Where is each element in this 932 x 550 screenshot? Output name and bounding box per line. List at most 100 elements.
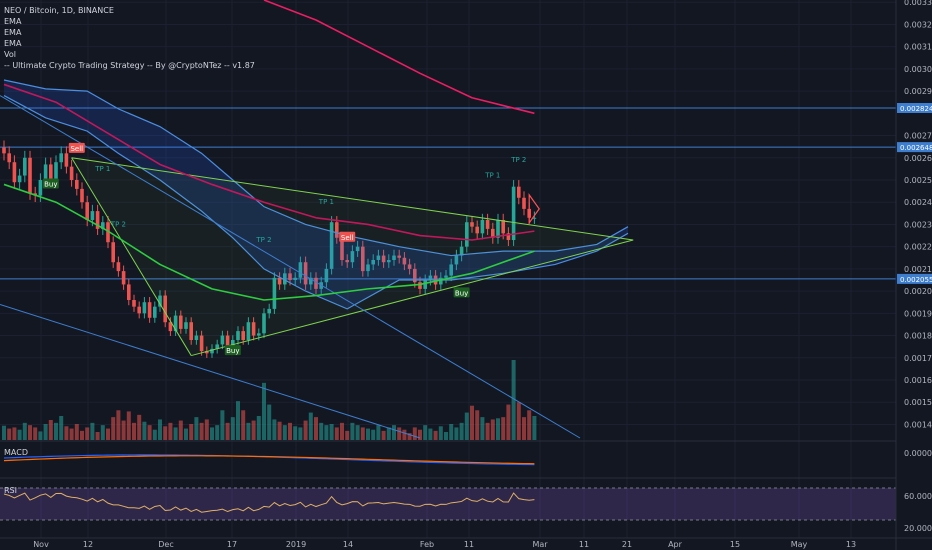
- candle-body: [23, 157, 27, 176]
- candle-body: [272, 277, 277, 309]
- volume-bar: [137, 414, 142, 440]
- candle-body: [355, 246, 360, 252]
- volume-bar: [43, 424, 48, 440]
- volume-bar: [288, 422, 292, 440]
- candle-body: [12, 162, 17, 183]
- volume-bar: [464, 412, 469, 440]
- candle-body: [158, 295, 162, 307]
- candle-body: [49, 164, 53, 180]
- y-tick-label: 0.003300: [904, 0, 932, 7]
- candle-body: [475, 226, 479, 234]
- indicator-overlays: [0, 0, 634, 439]
- candle-body: [220, 335, 225, 345]
- trendline-left: [71, 157, 192, 356]
- y-tick-label: 0.002600: [904, 154, 932, 163]
- candle-body: [413, 268, 417, 283]
- price-level-label: 0.002055: [900, 276, 932, 284]
- candle-body: [7, 153, 11, 163]
- volume-bar: [324, 425, 329, 440]
- volume-bar: [381, 430, 386, 440]
- x-tick-label: 2019: [286, 540, 306, 549]
- candle-body: [491, 228, 495, 238]
- rsi-axis-label: 20.0000: [904, 524, 932, 533]
- price-axis[interactable]: 0.003300 0.003200 0.003100 0.003000 0.002900…: [895, 0, 932, 550]
- volume-bar: [230, 417, 235, 440]
- volume-bar: [386, 427, 391, 440]
- volume-bar: [142, 421, 147, 440]
- volume-bar: [371, 429, 376, 440]
- candle-body: [17, 175, 22, 183]
- candle-body: [64, 153, 69, 167]
- cloud-lower-line: [3, 95, 629, 310]
- candle-body: [402, 257, 407, 265]
- volume-bar: [459, 422, 464, 440]
- legend-ema-3[interactable]: EMA: [4, 39, 22, 48]
- time-axis[interactable]: Nov 12 Dec 17 2019 14 Feb 11 Mar 11 21 Apr 15 May 13: [0, 537, 932, 549]
- volume-bar: [158, 419, 162, 440]
- legend-ema-2[interactable]: EMA: [4, 28, 22, 37]
- candle-body: [127, 284, 131, 300]
- legend-vol[interactable]: Vol: [4, 50, 16, 59]
- candle-body: [423, 280, 427, 289]
- volume-bar: [178, 420, 183, 440]
- macd-signal-line: [3, 455, 535, 465]
- volume-bar: [298, 427, 303, 440]
- volume-bar: [319, 422, 324, 440]
- y-tick-label: 0.002900: [904, 87, 932, 96]
- volume-bar: [532, 416, 537, 440]
- x-tick-label: 17: [227, 540, 237, 549]
- candle-body: [314, 277, 318, 289]
- volume-bar: [22, 422, 27, 440]
- x-tick-label: 11: [579, 540, 589, 549]
- volume-bar: [293, 426, 298, 440]
- volume-bar: [199, 422, 204, 440]
- candle-body: [225, 335, 230, 347]
- y-tick-label: 0.001500: [904, 398, 932, 407]
- volume-bar: [516, 402, 521, 440]
- signal-label: Buy: [44, 180, 57, 188]
- candle-body: [324, 268, 329, 283]
- ema-long-line: [263, 0, 535, 115]
- volume-bars: [2, 360, 537, 440]
- volume-bar: [397, 427, 402, 440]
- x-tick-label: 12: [83, 540, 93, 549]
- candle-body: [132, 300, 136, 307]
- candle-body: [101, 222, 105, 229]
- candle-body: [95, 211, 100, 229]
- volume-bar: [225, 422, 230, 440]
- volume-bar: [308, 412, 313, 440]
- volume-bar: [438, 426, 443, 440]
- volume-bar: [132, 422, 136, 440]
- volume-bar: [168, 422, 173, 440]
- x-tick-label: 14: [343, 540, 353, 549]
- volume-bar: [204, 419, 209, 440]
- candle-body: [459, 246, 464, 256]
- volume-bar: [334, 427, 339, 440]
- signal-label: TP 1: [484, 172, 500, 180]
- macd-pane[interactable]: [3, 454, 535, 466]
- volume-bar: [267, 404, 272, 440]
- grid-lines: [0, 0, 896, 538]
- rsi-pane[interactable]: [0, 487, 896, 521]
- y-tick-label: 0.003200: [904, 20, 932, 29]
- y-tick-label: 0.002300: [904, 220, 932, 229]
- y-tick-label: 0.001700: [904, 354, 932, 363]
- volume-bar: [33, 427, 38, 440]
- legend-ema-1[interactable]: EMA: [4, 17, 22, 26]
- candle-body: [407, 264, 412, 269]
- ema-fast-line: [3, 183, 535, 301]
- volume-bar: [272, 419, 277, 440]
- candle-body: [194, 335, 199, 340]
- volume-bar: [90, 422, 95, 440]
- volume-bar: [7, 428, 12, 440]
- volume-bar: [163, 426, 168, 440]
- candle-body: [59, 153, 63, 163]
- candle-body: [90, 211, 95, 220]
- legend-strategy[interactable]: -- Ultimate Crypto Trading Strategy -- B…: [4, 61, 255, 70]
- candle-body: [43, 164, 48, 180]
- volume-bar: [470, 405, 474, 440]
- candle-body: [251, 322, 256, 336]
- volume-bar: [407, 433, 412, 440]
- volume-bar: [64, 426, 69, 440]
